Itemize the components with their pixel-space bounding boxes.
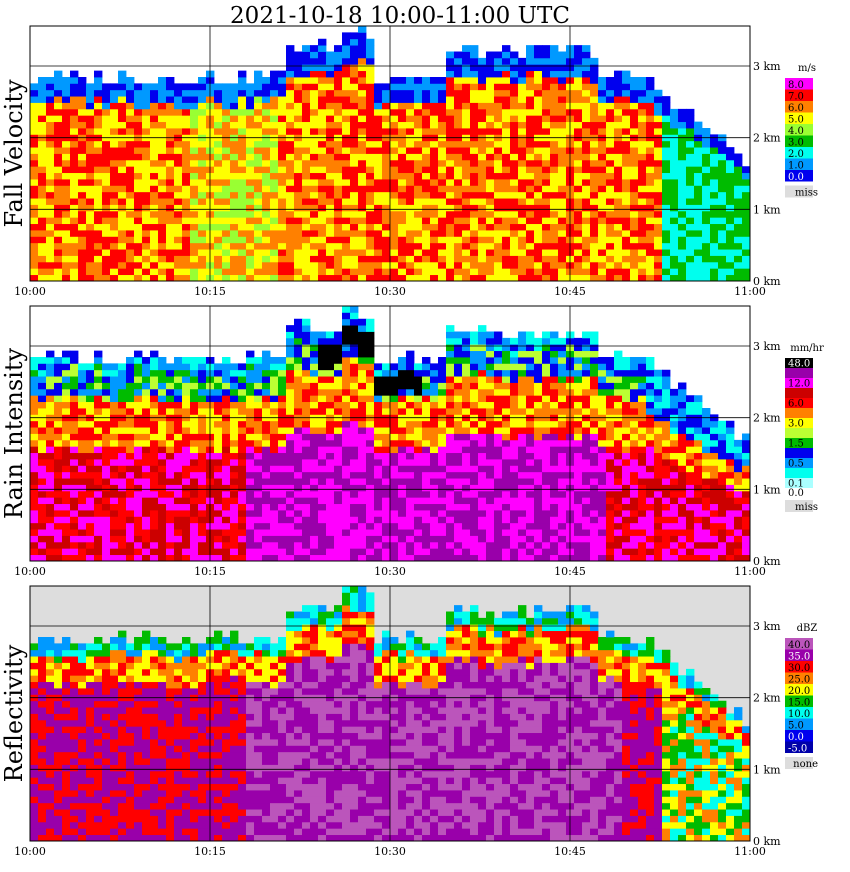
legend-label: 40.0 — [788, 640, 810, 651]
legend-missing-label: miss — [795, 188, 818, 199]
x-tick-label: 10:30 — [374, 845, 406, 858]
panel-label: Rain Intensity — [0, 348, 28, 520]
legend-label: 0.0 — [788, 732, 804, 743]
x-tick-label: 10:30 — [374, 565, 406, 578]
legend-label: 12.0 — [788, 379, 810, 390]
panel-label: Reflectivity — [0, 644, 28, 782]
legend-label: 30.0 — [788, 663, 810, 674]
y-tick-label: 1 km — [753, 483, 781, 496]
legend-swatch — [785, 408, 813, 418]
x-tick-label: 10:15 — [194, 285, 226, 298]
x-tick-label: 10:00 — [14, 285, 46, 298]
legend-label: -5.0 — [788, 744, 807, 755]
legend-swatch — [785, 448, 813, 458]
legend-missing-label: none — [793, 759, 818, 770]
y-tick-label: 2 km — [753, 412, 781, 425]
legend-label: 8.0 — [788, 80, 804, 91]
x-tick-label: 10:00 — [14, 845, 46, 858]
panel-label: Fall Velocity — [0, 79, 28, 228]
legend-label: 1.0 — [788, 161, 804, 172]
legend-label: 15.0 — [788, 698, 810, 709]
y-tick-label: 0 km — [753, 555, 781, 568]
legend-label: 5.0 — [788, 115, 804, 126]
y-tick-label: 1 km — [753, 203, 781, 216]
legend-swatch — [785, 468, 813, 478]
x-tick-label: 10:45 — [554, 845, 586, 858]
legend-label: 2.0 — [788, 149, 804, 160]
legend-swatch — [785, 388, 813, 398]
legend-label: 7.0 — [788, 92, 804, 103]
legend-label: 0.5 — [788, 459, 804, 470]
legend-label: 5.0 — [788, 721, 804, 732]
legend-label: 6.0 — [788, 103, 804, 114]
figure-title: 2021-10-18 10:00-11:00 UTC — [230, 3, 570, 29]
legend: dBZ 40.035.030.025.020.015.010.05.00.0-5.… — [785, 623, 818, 770]
legend-swatch — [785, 428, 813, 438]
legend-label: 6.0 — [788, 399, 804, 410]
y-tick-label: 2 km — [753, 692, 781, 705]
legend-label: 0.0 — [788, 172, 804, 183]
legend-unit: m/s — [798, 63, 816, 74]
legend-label: 3.0 — [788, 419, 804, 430]
legend-label: 35.0 — [788, 652, 810, 663]
y-tick-label: 3 km — [753, 620, 781, 633]
x-tick-label: 10:30 — [374, 285, 406, 298]
y-tick-label: 0 km — [753, 835, 781, 848]
legend-swatch — [785, 368, 813, 378]
legend-label: 4.0 — [788, 126, 804, 137]
x-tick-label: 10:45 — [554, 565, 586, 578]
legend: m/s 8.07.06.05.04.03.02.01.00.0 miss — [785, 63, 818, 199]
y-tick-label: 3 km — [753, 340, 781, 353]
y-tick-label: 0 km — [753, 275, 781, 288]
x-tick-label: 10:15 — [194, 845, 226, 858]
legend-label: 10.0 — [788, 709, 810, 720]
legend-label: 20.0 — [788, 686, 810, 697]
x-tick-label: 10:45 — [554, 285, 586, 298]
legend-label: 1.5 — [788, 439, 804, 450]
legend-zero-label: 0.0 — [788, 488, 804, 499]
legend-label: 3.0 — [788, 138, 804, 149]
y-tick-label: 1 km — [753, 763, 781, 776]
y-tick-label: 3 km — [753, 60, 781, 73]
y-tick-label: 2 km — [753, 132, 781, 145]
legend-label: 48.0 — [788, 359, 810, 370]
x-tick-label: 10:00 — [14, 565, 46, 578]
legend-unit: mm/hr — [790, 343, 824, 354]
legend-missing-label: miss — [795, 502, 818, 513]
legend-label: 25.0 — [788, 675, 810, 686]
x-tick-label: 10:15 — [194, 565, 226, 578]
legend-unit: dBZ — [797, 623, 818, 634]
